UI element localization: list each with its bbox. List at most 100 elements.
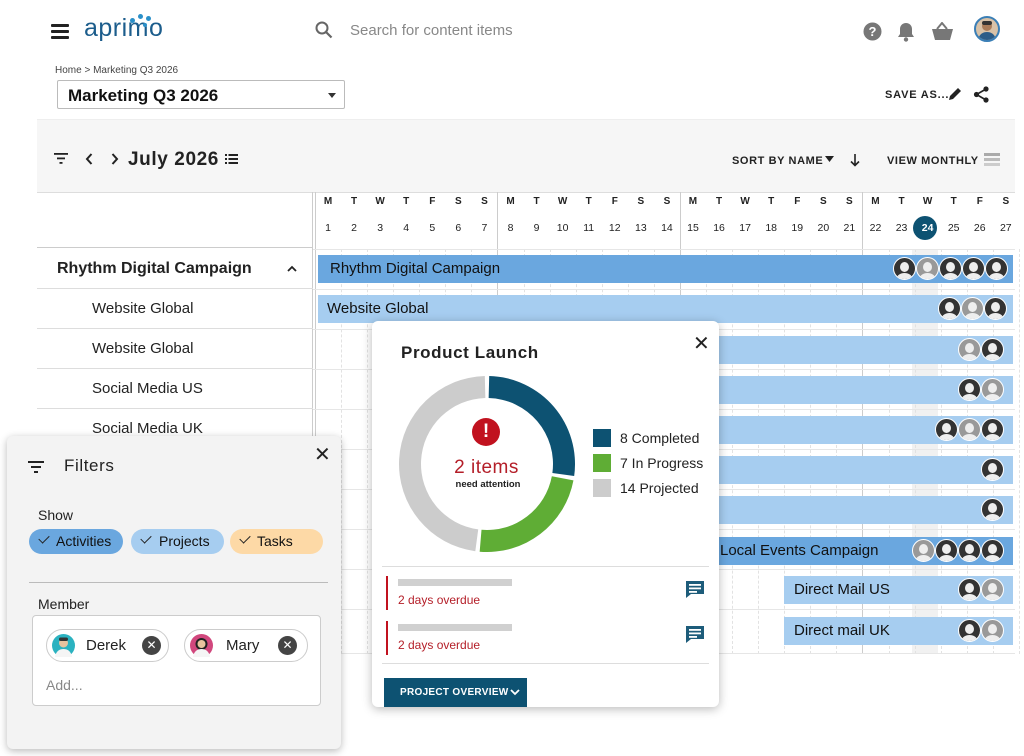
calendar-view-icon[interactable] — [984, 153, 1000, 166]
weekday-label: T — [950, 196, 957, 207]
calendar-toolbar — [37, 120, 1015, 192]
member-avatar — [962, 257, 985, 280]
share-icon[interactable] — [973, 86, 990, 103]
bar-local-events-campaign[interactable]: Local Events Campaign — [700, 537, 1013, 565]
filters-title: Filters — [64, 456, 115, 475]
grid-line — [993, 249, 994, 654]
help-icon[interactable]: ? — [863, 22, 882, 41]
divider — [29, 582, 328, 583]
search-input[interactable]: Search for content items — [350, 22, 513, 39]
status-donut-chart — [399, 376, 575, 552]
check-icon — [38, 532, 50, 544]
sort-direction-icon[interactable] — [850, 154, 860, 167]
list-icon[interactable] — [225, 154, 238, 164]
member-avatar — [981, 539, 1004, 562]
bell-icon[interactable] — [897, 22, 915, 42]
pencil-icon[interactable] — [947, 87, 962, 102]
chip-projects[interactable]: Projects — [131, 529, 224, 554]
basket-icon[interactable] — [931, 22, 954, 41]
sort-by-button[interactable]: SORT BY NAME — [732, 155, 824, 167]
member-avatar — [958, 578, 981, 601]
grid-line — [1019, 249, 1020, 654]
today-marker — [913, 216, 937, 240]
logo[interactable]: aprimo — [84, 14, 164, 42]
date-label: 23 — [895, 222, 908, 234]
member-input[interactable]: Derek ✕ Mary ✕ Add... — [32, 615, 321, 706]
button-label: PROJECT OVERVIEW — [400, 687, 509, 698]
bar-website-global[interactable]: Website Global — [318, 295, 1013, 323]
chevron-right-icon[interactable] — [111, 153, 119, 165]
remove-icon[interactable]: ✕ — [142, 636, 161, 655]
add-member-input[interactable]: Add... — [46, 677, 83, 693]
date-label: 26 — [973, 222, 986, 234]
date-label: 14 — [661, 222, 673, 234]
date-label: 16 — [713, 222, 725, 234]
donut-segment-1 — [479, 476, 574, 552]
task-item[interactable]: 2 days overdue — [386, 621, 706, 663]
member-avatar — [939, 257, 962, 280]
legend-swatch — [593, 429, 611, 447]
grid-line — [315, 192, 316, 654]
comment-icon[interactable] — [685, 580, 705, 599]
close-icon[interactable]: ✕ — [693, 333, 710, 355]
member-avatar — [981, 418, 1004, 441]
row-website-global[interactable]: Website Global — [37, 289, 313, 329]
row-rhythm-digital-campaign[interactable]: Rhythm Digital Campaign — [37, 249, 313, 289]
product-launch-popup: Product Launch ✕ ! 2 items need attentio… — [372, 321, 719, 707]
project-overview-button[interactable]: PROJECT OVERVIEW — [384, 678, 527, 707]
comment-icon[interactable] — [685, 625, 705, 644]
bar-social-media-uk[interactable] — [700, 416, 1013, 444]
save-as-button[interactable]: SAVE AS... — [885, 89, 950, 101]
member-name: Derek — [86, 637, 127, 654]
bar-activity[interactable] — [700, 456, 1013, 484]
member-avatar — [981, 498, 1004, 521]
row-label: Website Global — [92, 340, 194, 357]
close-icon[interactable]: ✕ — [314, 444, 331, 466]
bar-activity-2[interactable] — [700, 496, 1013, 524]
view-monthly-button[interactable]: VIEW MONTHLY — [887, 155, 979, 167]
weekday-label: S — [663, 196, 671, 207]
chip-tasks[interactable]: Tasks — [230, 529, 323, 554]
filter-icon[interactable] — [54, 153, 68, 164]
collapse-icon[interactable] — [287, 265, 297, 272]
bar-direct-mail-uk[interactable]: Direct mail UK — [784, 617, 1013, 645]
weekday-label: T — [715, 196, 723, 207]
member-chip-derek[interactable]: Derek ✕ — [46, 629, 169, 662]
member-avatar — [958, 418, 981, 441]
bar-label: Rhythm Digital Campaign — [330, 260, 501, 277]
row-label: Social Media US — [92, 380, 203, 397]
member-avatar — [961, 297, 984, 320]
user-avatar[interactable] — [974, 16, 1000, 42]
chip-activities[interactable]: Activities — [29, 529, 123, 554]
remove-icon[interactable]: ✕ — [278, 636, 297, 655]
chevron-left-icon[interactable] — [85, 153, 93, 165]
row-website-global-2[interactable]: Website Global — [37, 329, 313, 369]
sort-dropdown-icon[interactable] — [825, 156, 834, 162]
breadcrumb[interactable]: Home > Marketing Q3 2026 — [55, 65, 179, 76]
grid-line — [732, 249, 733, 654]
legend-label: 14 Projected — [620, 480, 699, 496]
weekday-label: F — [611, 196, 618, 207]
bar-website-global-2[interactable] — [700, 336, 1013, 364]
weekday-label: W — [557, 196, 568, 207]
member-avatar — [935, 539, 958, 562]
member-avatar — [985, 257, 1008, 280]
bar-social-media-us[interactable] — [700, 376, 1013, 404]
chevron-down-icon — [328, 93, 336, 98]
bar-rhythm-digital-campaign[interactable]: Rhythm Digital Campaign — [318, 255, 1013, 283]
bar-direct-mail-us[interactable]: Direct Mail US — [784, 576, 1013, 604]
member-avatar — [981, 458, 1004, 481]
menu-icon[interactable] — [51, 24, 69, 39]
weekday-label: F — [794, 196, 801, 207]
row-social-media-us[interactable]: Social Media US — [37, 369, 313, 409]
avatar — [190, 634, 213, 657]
member-avatar — [981, 378, 1004, 401]
member-chip-mary[interactable]: Mary ✕ — [184, 629, 308, 662]
search-icon[interactable] — [315, 21, 333, 39]
project-select[interactable]: Marketing Q3 2026 — [57, 80, 345, 109]
date-label: 25 — [947, 222, 960, 234]
task-item[interactable]: 2 days overdue — [386, 576, 706, 618]
row-label: Social Media UK — [92, 420, 203, 437]
chevron-down-icon — [510, 689, 520, 696]
weekday-label: T — [403, 196, 410, 207]
